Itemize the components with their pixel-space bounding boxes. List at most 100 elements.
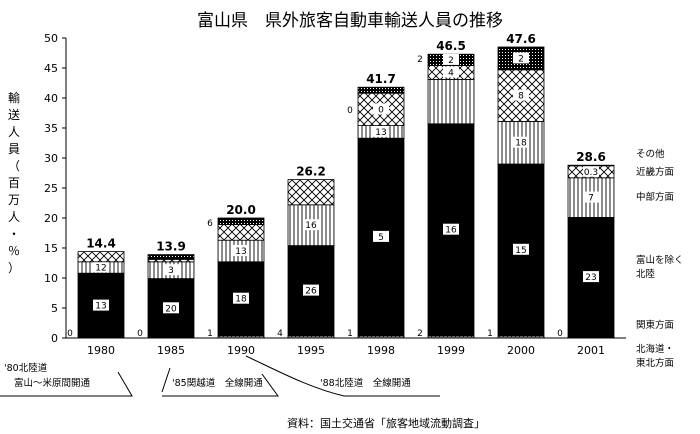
event-notes: '80北陸道 富山〜米原間開通 '85関越道 全線開通 '88北陸道 全線開通 <box>0 355 440 397</box>
segment-label-bg <box>443 66 459 78</box>
segment-label-bg <box>163 302 179 314</box>
segment-1990-5 <box>217 217 265 225</box>
segment-label-bg <box>443 223 459 235</box>
side-label: 1 <box>347 329 353 339</box>
segment-label: 8 <box>518 92 524 102</box>
segment-label: 13 <box>95 302 106 312</box>
segment-label: 2 <box>448 56 454 66</box>
x-tick-labels: 1980 1985 1990 1995 1998 1999 2000 2001 <box>87 344 605 357</box>
bar-total: 20.0 <box>226 203 256 217</box>
segment-label: 3 <box>168 266 174 276</box>
side-label: 2 <box>417 55 423 65</box>
segment-label: 18 <box>515 139 527 149</box>
segment-1990-4 <box>217 224 265 241</box>
segment-label: 12 <box>95 264 106 274</box>
note-1980-bracket <box>0 371 133 397</box>
note-1988-curve <box>245 355 440 397</box>
y-tick-label: 30 <box>44 152 58 165</box>
segment-label-bg <box>513 89 529 101</box>
segment-label: 16 <box>445 226 457 236</box>
x-tick-label: 1990 <box>227 344 255 357</box>
segment-1985-5 <box>147 254 195 260</box>
x-tick-label: 1980 <box>87 344 115 357</box>
side-label: 4 <box>277 329 283 339</box>
segment-label: 13 <box>375 128 386 138</box>
y-label-char: 輸 <box>8 90 20 105</box>
note-1980-line2: 富山〜米原間開通 <box>14 377 91 389</box>
bar-1995: 26 16 4 26.2 <box>277 165 335 339</box>
segment-label-bg <box>513 243 529 255</box>
segment-1980-4 <box>77 251 125 263</box>
segment-label: 7 <box>588 194 594 204</box>
bar-2000: 15 18 8 2 1 47.6 <box>487 32 545 339</box>
y-label-char: 人 <box>8 210 20 224</box>
segment-label-bg <box>583 165 599 177</box>
y-tick-label: 5 <box>51 302 58 315</box>
segment-label: 16 <box>305 221 317 231</box>
bar-total: 26.2 <box>296 165 326 179</box>
bars: 1312014.4203013.918131620.02616426.25130… <box>67 32 615 339</box>
segment-label-bg <box>303 219 319 231</box>
legend-entry: 関東方面 <box>636 319 674 331</box>
segment-1995-4 <box>287 179 335 206</box>
segment-label: 23 <box>585 273 596 283</box>
bar-total: 46.5 <box>436 39 466 53</box>
segment-label-bg <box>373 103 389 115</box>
y-tick-label: 35 <box>44 122 58 135</box>
side-label: 2 <box>417 329 423 339</box>
segment-2001-5 <box>567 164 615 167</box>
segment-label-bg <box>583 271 599 283</box>
segment-label: 20 <box>165 304 177 314</box>
x-tick-label: 2001 <box>577 344 605 357</box>
x-tick-label: 1995 <box>297 344 325 357</box>
chart-title: 富山県 県外旅客自動車輸送人員の推移 <box>197 11 503 31</box>
segment-label-bg <box>443 53 459 65</box>
note-1985: '85関越道 全線開通 <box>172 377 263 389</box>
side-label: 0 <box>347 106 353 116</box>
x-tick-label: 1998 <box>367 344 395 357</box>
legend-entry: 北海道・ <box>636 343 674 355</box>
y-tick-labels: 0 5 10 15 20 25 30 35 40 45 50 <box>44 32 66 345</box>
segment-label: 0.3 <box>584 168 598 178</box>
y-label-char: ％ <box>8 244 20 258</box>
segment-label: 4 <box>448 69 454 79</box>
segment-label: 26 <box>305 287 317 297</box>
bar-total: 14.4 <box>86 237 116 251</box>
side-label: 0 <box>67 329 73 339</box>
y-tick-label: 10 <box>44 272 58 285</box>
segment-label-bg <box>93 261 109 273</box>
y-tick-label: 40 <box>44 92 58 105</box>
y-label-char: 百 <box>8 176 20 190</box>
side-label: 1 <box>487 329 493 339</box>
y-label-char: 人 <box>8 125 20 139</box>
x-tick-label: 1985 <box>157 344 185 357</box>
y-label-char: 万 <box>8 193 20 207</box>
segment-1998-5 <box>357 86 405 94</box>
bar-total: 13.9 <box>156 240 186 254</box>
segment-label-bg <box>233 245 249 256</box>
segment-label-bg <box>373 230 389 242</box>
legend-entry-cont: 東北方面 <box>636 357 674 369</box>
y-label-char: 送 <box>8 107 20 122</box>
x-tick-label: 1999 <box>437 344 465 357</box>
note-1988: '88北陸道 全線開通 <box>320 377 411 389</box>
bar-total: 41.7 <box>366 72 396 86</box>
segment-label-bg <box>93 299 109 311</box>
legend-entry-cont: 北陸 <box>636 268 656 280</box>
segment-label-bg <box>373 125 389 137</box>
y-axis-label: 輸送人員（百万人・％） <box>8 90 20 275</box>
bar-total: 28.6 <box>576 150 606 164</box>
legend-entry: その他 <box>636 148 665 160</box>
segment-label-bg <box>513 136 529 148</box>
side-label: 1 <box>207 329 213 339</box>
bar-2001: 23 7 0.3 0 28.6 <box>557 150 615 339</box>
side-label: 0 <box>137 329 143 339</box>
bar-1990: 18 13 1 6 20.0 <box>207 203 265 339</box>
y-label-char: （ <box>8 159 20 173</box>
y-tick-label: 0 <box>51 332 58 345</box>
bar-1998: 5 13 0 1 0 41.7 <box>347 72 405 339</box>
segment-label: 0 <box>378 105 384 115</box>
legend-entry: 富山を除く <box>636 254 684 266</box>
bar-1980: 13 12 0 14.4 <box>67 237 125 339</box>
